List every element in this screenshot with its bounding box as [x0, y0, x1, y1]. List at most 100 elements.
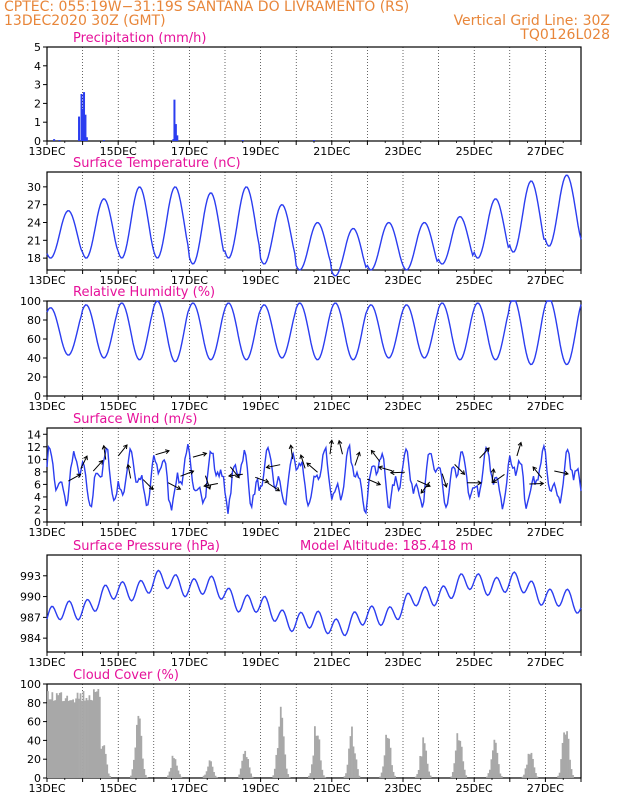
y-tick-label: 0	[34, 390, 41, 403]
cloud-bar	[78, 698, 80, 778]
cloud-bar	[322, 775, 325, 778]
cloud-bar	[451, 772, 454, 778]
x-tick-label: 19DEC	[242, 656, 279, 669]
cloud-bar	[357, 769, 359, 778]
wind-arrow	[479, 447, 490, 459]
wind-arrow	[204, 482, 218, 487]
cloud-bar	[315, 735, 318, 778]
y-tick-label: 80	[27, 697, 41, 710]
wind-arrow	[68, 473, 81, 482]
x-tick-label: 17DEC	[171, 656, 208, 669]
cloud-bar	[490, 759, 493, 778]
cloud-bar	[494, 742, 497, 778]
wind-arrow-head	[420, 488, 426, 494]
cloud-bar	[382, 766, 385, 778]
cloud-bar	[64, 698, 67, 778]
cloud-bar	[309, 773, 312, 778]
panel-title: Surface Wind (m/s)	[73, 412, 197, 427]
panel-title: Surface Pressure (hPa)	[73, 539, 220, 554]
x-tick-label: 13DEC	[28, 400, 65, 413]
cloud-bar	[94, 691, 97, 778]
wind-arrow-head	[165, 449, 170, 455]
cloud-bar	[216, 777, 218, 778]
wind-arrow	[228, 473, 243, 477]
wind-arrow	[492, 474, 505, 483]
cloud-bar	[241, 760, 244, 778]
cloud-bar	[524, 768, 527, 778]
precip-bar	[85, 137, 88, 141]
cloud-bar	[140, 735, 143, 778]
wind-arrow	[142, 479, 154, 490]
wind-arrow	[420, 481, 431, 494]
cloud-bar	[288, 776, 291, 778]
wind-arrow	[532, 466, 543, 479]
wind-arrow	[290, 445, 294, 460]
cloud-bar	[101, 746, 104, 778]
cloud-bar	[383, 755, 386, 778]
panel-frame	[46, 171, 582, 271]
cloud-bar	[73, 702, 76, 778]
y-tick-label: 60	[27, 716, 41, 729]
cloud-bar	[167, 775, 169, 778]
x-tick-label: 17DEC	[171, 274, 208, 287]
cloud-bar	[523, 774, 525, 778]
cloud-bar	[171, 755, 174, 778]
cloud-bar	[61, 701, 64, 778]
cloud-bar	[417, 769, 420, 778]
wind-arrow-head	[227, 473, 233, 479]
y-tick-label: 10	[27, 453, 41, 466]
cloud-bar	[351, 726, 353, 778]
y-tick-label: 0	[34, 135, 41, 148]
cloud-bar	[143, 768, 146, 778]
cloud-bar	[527, 753, 530, 778]
x-tick-label: 15DEC	[100, 656, 137, 669]
cloud-bar	[55, 693, 58, 778]
x-tick-label: 17DEC	[171, 400, 208, 413]
cloud-bar	[566, 731, 568, 778]
cloud-bar	[489, 769, 491, 778]
cloud-bar	[284, 754, 287, 778]
wind-arrow-head	[377, 465, 383, 471]
x-tick-label: 15DEC	[100, 274, 137, 287]
cloud-bar	[426, 763, 429, 778]
cloud-bar	[144, 774, 147, 778]
x-tick-label: 13DEC	[28, 145, 65, 158]
cloud-bar	[60, 692, 63, 778]
panel-frame	[46, 46, 582, 142]
cloud-bar	[380, 772, 383, 778]
cloud-bar	[88, 695, 91, 778]
wind-arrow-head	[328, 439, 334, 445]
cloud-bar	[202, 775, 205, 778]
y-tick-label: 100	[20, 295, 41, 308]
cloud-bar	[248, 767, 251, 778]
wind-arrow-head	[265, 464, 271, 470]
x-tick-label: 27DEC	[527, 145, 564, 158]
precip-bar	[102, 140, 105, 141]
panel-subtitle: Model Altitude: 185.418 m	[300, 539, 473, 554]
y-tick-label: 6	[34, 478, 41, 491]
x-tick-label: 15DEC	[100, 782, 137, 795]
wind-arrow-head	[490, 468, 496, 473]
precip-bar	[53, 139, 56, 141]
x-tick-label: 23DEC	[384, 400, 421, 413]
wind-arrow	[329, 440, 333, 455]
wind-arrow-head	[264, 478, 270, 484]
precip-bar	[83, 92, 86, 141]
cloud-bar	[179, 774, 181, 778]
cloud-bar	[530, 752, 533, 778]
cloud-bar	[176, 765, 178, 778]
wind-arrow-head	[202, 451, 208, 457]
cloud-bar	[82, 690, 85, 778]
cloud-bar	[52, 700, 55, 778]
x-tick-label: 21DEC	[313, 400, 350, 413]
cloud-bar	[48, 699, 51, 778]
wind-arrow	[167, 482, 181, 490]
cloud-bar	[354, 753, 356, 778]
cloud-bar	[423, 743, 426, 778]
wind-arrow	[371, 450, 381, 462]
cloud-bar	[453, 763, 456, 778]
wind-arrow	[417, 480, 431, 487]
wind-arrow-head	[539, 481, 545, 487]
x-tick-label: 13DEC	[28, 274, 65, 287]
y-tick-label: 80	[27, 314, 41, 327]
